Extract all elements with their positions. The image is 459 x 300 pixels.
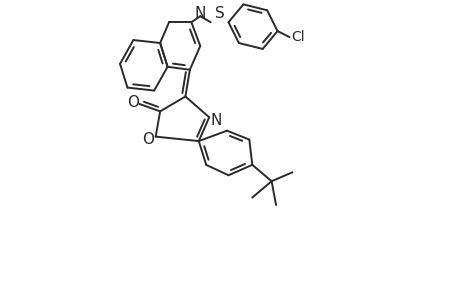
Text: N: N [194, 6, 206, 21]
Text: Cl: Cl [290, 30, 304, 44]
Text: O: O [127, 95, 139, 110]
Text: S: S [214, 6, 224, 21]
Text: N: N [211, 113, 222, 128]
Text: O: O [142, 132, 154, 147]
